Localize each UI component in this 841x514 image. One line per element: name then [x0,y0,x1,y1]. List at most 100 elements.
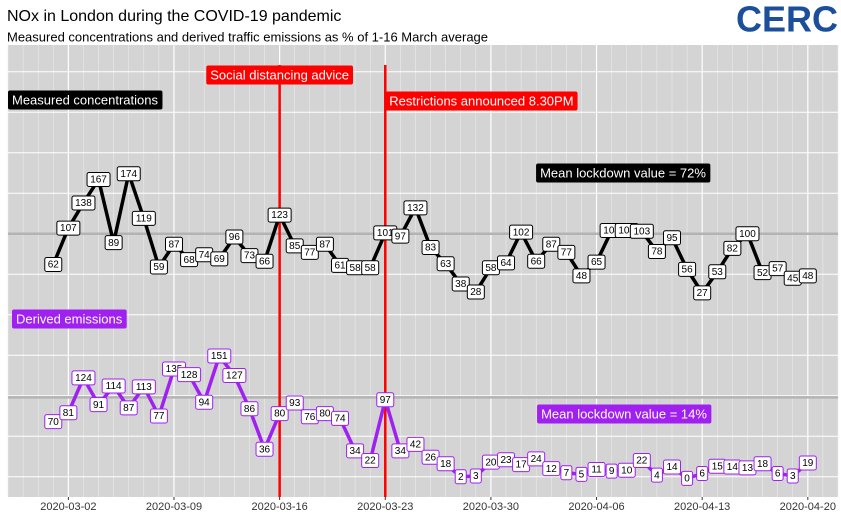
data-label: 96 [229,232,241,243]
data-label: 27 [697,288,709,299]
series-label: Derived emissions [16,311,123,326]
data-label: 74 [199,250,211,261]
data-label: 101 [377,228,394,239]
data-label-box [361,453,380,469]
data-label: 85 [289,241,301,252]
x-tick-label: 2020-03-16 [251,501,307,513]
data-label: 18 [757,459,769,470]
data-label-box [86,171,111,187]
data-label-box [451,276,470,292]
data-label: 61 [334,260,346,271]
data-label: 10 [621,465,633,476]
data-label: 38 [455,279,467,290]
data-label-box [391,228,410,244]
data-label: 93 [289,398,301,409]
data-label-box [557,244,576,260]
x-tick-label: 2020-04-13 [674,501,730,513]
data-label: 20 [485,457,497,468]
data-label: 62 [48,260,60,271]
data-label-box [346,443,365,459]
data-label: 87 [123,403,135,414]
data-label: 78 [651,247,663,258]
data-label: 77 [153,411,165,422]
data-label: 42 [410,439,422,450]
data-label: 87 [168,239,180,250]
data-label: 36 [259,444,271,455]
series-label-box [12,309,127,329]
x-tick-label: 2020-03-02 [40,501,96,513]
mean-label-box [537,404,712,424]
data-label-box [210,251,229,267]
data-label-box [255,253,274,269]
data-label: 22 [365,456,377,467]
data-label-box [647,244,666,260]
data-label: 63 [440,259,452,270]
data-label: 58 [350,263,362,274]
data-label: 66 [531,256,543,267]
data-label-box [376,392,395,408]
data-label-box [222,367,247,383]
data-label: 138 [75,198,92,209]
data-label: 15 [712,461,724,472]
data-label: 81 [63,408,75,419]
data-label-box [131,379,156,395]
data-label: 97 [395,231,407,242]
mean-label-box [536,163,711,183]
data-label-box [560,465,573,481]
data-label: 56 [682,265,694,276]
data-label-box [240,401,259,417]
data-label: 113 [136,382,152,393]
data-label: 103 [633,226,650,237]
data-label-box [663,459,681,475]
data-label-box [436,456,455,472]
data-label: 48 [576,271,588,282]
data-label: 89 [108,238,120,249]
data-label: 123 [271,210,288,221]
data-label: 70 [48,417,60,428]
data-label-box [119,400,138,416]
data-label-box [300,244,319,260]
data-label-box [693,285,712,301]
data-label-box [605,463,618,479]
data-label-box [527,451,546,467]
data-label: 124 [75,373,92,384]
data-label-box [587,254,606,270]
data-label-box [678,261,697,277]
data-label-box [527,253,546,269]
data-label-box [497,255,515,271]
data-label-box [509,224,534,240]
data-label-box [285,395,304,411]
data-label-box [768,261,787,277]
data-label-box [542,236,561,252]
data-label-box [421,240,440,256]
data-label: 91 [93,400,105,411]
x-tick-label: 2020-03-30 [463,501,519,513]
data-label-box [255,441,274,457]
data-label: 14 [727,462,739,473]
data-label: 34 [395,446,407,457]
data-label-box [270,406,289,422]
data-label: 107 [60,223,77,234]
chart-title: NOx in London during the COVID-19 pandem… [7,8,341,25]
data-label-box [149,259,168,275]
data-label: 23 [500,455,512,466]
data-label: 12 [546,464,558,475]
data-label-box [44,414,63,430]
data-label: 7 [564,468,570,479]
data-label: 52 [757,268,769,279]
data-label: 14 [666,462,678,473]
data-label: 86 [244,404,256,415]
data-label-box [101,378,126,394]
chart-subtitle: Measured concentrations and derived traf… [7,29,488,44]
data-label: 34 [350,446,362,457]
data-label: 77 [561,248,573,259]
data-label: 6 [699,469,705,480]
data-label: 4 [654,470,660,481]
data-label: 65 [591,257,603,268]
data-label-box [403,200,428,216]
data-label: 3 [790,471,796,482]
data-label-box [104,235,123,251]
data-label-box [71,195,96,211]
data-label: 104 [618,226,635,237]
